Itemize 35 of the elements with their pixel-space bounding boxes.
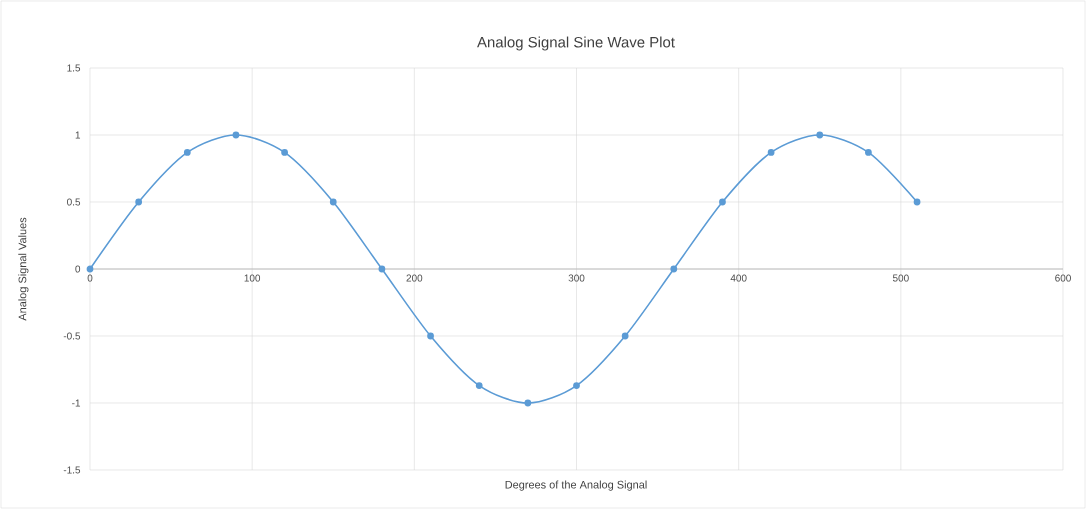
point xyxy=(475,382,483,389)
y-tick-label: -0.5 xyxy=(63,332,81,340)
x-tick-label: 100 xyxy=(244,274,261,282)
y-tick-label: 0 xyxy=(75,265,81,273)
chart-title: Analog Signal Sine Wave Plot xyxy=(477,36,675,51)
x-tick-label: 500 xyxy=(892,274,909,282)
y-tick-label: -1 xyxy=(72,399,81,407)
x-tick-label: 200 xyxy=(406,274,423,282)
y-tick-label: 1 xyxy=(75,131,81,139)
point xyxy=(524,399,532,407)
y-tick-label: 0.5 xyxy=(67,198,81,206)
y-tick-label: 1.5 xyxy=(67,64,81,72)
point xyxy=(573,382,580,389)
point xyxy=(767,149,775,156)
point xyxy=(378,265,386,273)
point xyxy=(135,198,143,206)
point xyxy=(670,265,678,273)
point xyxy=(913,198,921,206)
point xyxy=(427,332,434,340)
point xyxy=(621,332,629,340)
x-tick-label: 400 xyxy=(730,274,747,282)
y-axis-title: Analog Signal Values xyxy=(18,217,29,321)
x-tick-label: 0 xyxy=(87,274,93,282)
point xyxy=(719,198,726,206)
point xyxy=(86,265,94,273)
point xyxy=(816,131,824,139)
point xyxy=(329,198,337,206)
x-axis-title: Degrees of the Analog Signal xyxy=(505,480,647,491)
point xyxy=(865,149,872,156)
point xyxy=(232,131,240,139)
x-tick-label: 600 xyxy=(1055,274,1071,282)
y-tick-label: -1.5 xyxy=(63,466,81,474)
point xyxy=(281,149,288,156)
x-tick-label: 300 xyxy=(568,274,585,282)
point xyxy=(183,149,191,156)
